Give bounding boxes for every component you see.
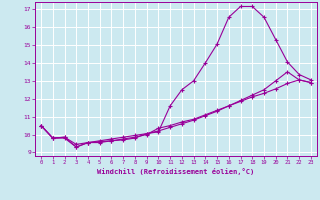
- X-axis label: Windchill (Refroidissement éolien,°C): Windchill (Refroidissement éolien,°C): [97, 168, 255, 175]
